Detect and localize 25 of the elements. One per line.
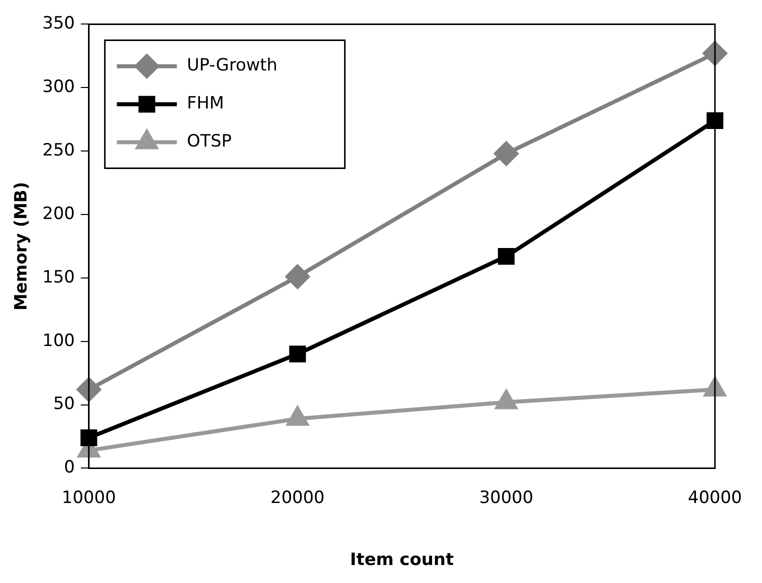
y-tick-label: 250 [42, 140, 75, 160]
point [494, 142, 518, 166]
x-tick-label: 40000 [688, 488, 742, 508]
y-tick-label: 300 [42, 77, 75, 98]
point [286, 264, 310, 289]
point [289, 346, 306, 362]
legend-label: OTSP [186, 132, 232, 152]
x-tick-label: 10000 [62, 488, 116, 508]
point [498, 248, 515, 265]
x-tick-label: 30000 [479, 488, 534, 508]
point [80, 429, 98, 446]
y-tick-label: 100 [42, 330, 75, 351]
point [706, 112, 724, 129]
x-axis-title: Item count [350, 550, 454, 570]
y-axis-title: Memory (MB) [12, 182, 32, 311]
y-tick-label: 150 [42, 267, 75, 288]
y-tick-label: 0 [64, 458, 75, 478]
point [76, 378, 101, 402]
legend-label: FHM [186, 94, 224, 114]
x-tick-label: 20000 [270, 488, 325, 508]
y-tick-label: 200 [42, 204, 75, 224]
point [702, 41, 727, 66]
y-tick-label: 50 [53, 394, 75, 414]
legend-label: UP-Growth [186, 56, 278, 76]
y-tick-label: 350 [42, 14, 75, 34]
